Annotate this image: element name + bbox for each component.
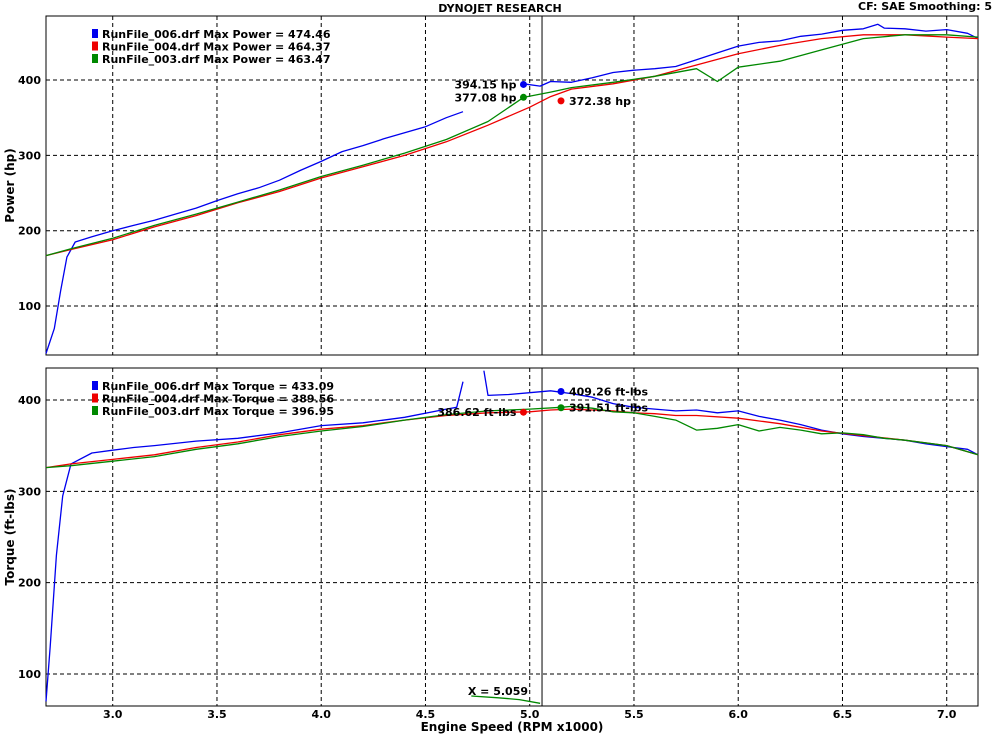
x-tick-label: 4.5 xyxy=(416,708,436,721)
peak-marker xyxy=(557,404,565,412)
x-tick-label: 6.0 xyxy=(728,708,748,721)
torque-frame xyxy=(45,367,979,707)
x-tick-label: 7.0 xyxy=(937,708,957,721)
x-tick-label: 4.0 xyxy=(311,708,331,721)
peak-value-label: 409.26 ft-lbs xyxy=(569,386,649,399)
legend-swatch xyxy=(92,41,98,51)
legend-swatch xyxy=(92,54,98,63)
legend-swatch xyxy=(92,393,98,403)
y-tick-label: 400 xyxy=(18,74,41,87)
chart-title: DYNOJET RESEARCH xyxy=(438,2,562,15)
series-line-RunFile_006.drf xyxy=(523,23,979,87)
y-axis-label: Torque (ft-lbs) xyxy=(3,489,17,586)
y-tick-label: 100 xyxy=(18,668,41,681)
legend-entry: RunFile_003.drf Max Power = 463.47 xyxy=(102,53,331,66)
legend-entry: RunFile_004.drf Max Power = 464.37 xyxy=(102,41,331,54)
y-axis-label: Power (hp) xyxy=(3,148,17,222)
peak-marker xyxy=(557,97,565,105)
peak-value-label: 386.62 ft-lbs xyxy=(437,406,517,419)
peak-value-label: 372.38 hp xyxy=(569,95,631,108)
series-line-RunFile_006.drf xyxy=(45,381,464,702)
y-tick-label: 400 xyxy=(18,394,41,407)
legend-entry: RunFile_003.drf Max Torque = 396.95 xyxy=(102,405,334,418)
legend-entry: RunFile_006.drf Max Torque = 433.09 xyxy=(102,380,334,393)
peak-value-label: 391.51 ft-lbs xyxy=(569,402,649,415)
legend-entry: RunFile_006.drf Max Power = 474.46 xyxy=(102,28,331,41)
legend-entry: RunFile_004.drf Max Torque = 389.56 xyxy=(102,393,334,406)
series-line-RunFile_004.drf xyxy=(45,34,979,257)
cursor-readout: X = 5.059 xyxy=(468,685,528,698)
y-tick-label: 300 xyxy=(18,149,41,162)
torque-panel: 100 200 300 400 Torque (ft-lbs) 409.26 ft-lbs… xyxy=(3,367,979,707)
series-line-RunFile_003.drf xyxy=(471,695,541,704)
series-line-RunFile_006.drf xyxy=(45,111,464,354)
peak-marker xyxy=(557,388,565,396)
correction-factor-label: CF: SAE Smoothing: 5 xyxy=(858,0,992,13)
series-line-RunFile_003.drf xyxy=(45,34,979,257)
legend-swatch xyxy=(92,29,98,38)
y-tick-label: 100 xyxy=(18,300,41,313)
x-tick-label: 5.0 xyxy=(520,708,540,721)
peak-value-label: 377.08 hp xyxy=(454,91,516,104)
peak-marker xyxy=(519,93,527,101)
legend-swatch xyxy=(92,381,98,390)
x-tick-label: 3.5 xyxy=(207,708,227,721)
legend-swatch xyxy=(92,406,98,415)
x-axis-label: Engine Speed (RPM x1000) xyxy=(421,720,604,734)
peak-marker xyxy=(519,80,527,88)
peak-value-label: 394.15 hp xyxy=(454,78,516,91)
x-tick-label: 5.5 xyxy=(624,708,644,721)
y-tick-label: 200 xyxy=(18,577,41,590)
series-line-RunFile_003.drf xyxy=(45,405,979,469)
y-tick-label: 300 xyxy=(18,485,41,498)
y-tick-label: 200 xyxy=(18,225,41,238)
power-frame xyxy=(45,15,979,356)
peak-marker xyxy=(519,408,527,416)
x-tick-label: 6.5 xyxy=(833,708,853,721)
x-tick-label: 3.0 xyxy=(103,708,123,721)
